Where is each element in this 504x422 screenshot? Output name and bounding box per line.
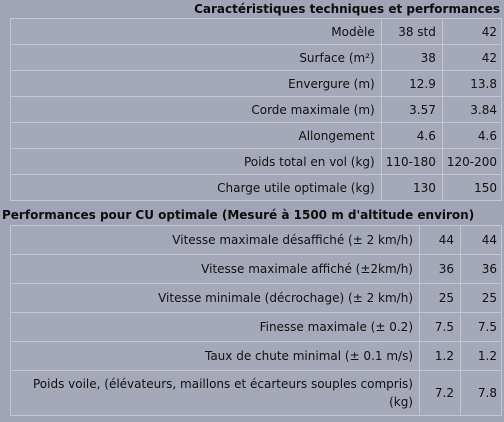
value-42: 36 [460,254,502,284]
row-label: Vitesse minimale (décrochage) (± 2 km/h) [10,283,420,313]
spec-row: Corde maximale (m) 3.57 3.84 [10,96,503,123]
value-38: 1.2 [419,341,461,371]
value-38: 44 [419,225,461,255]
specs-table: Modèle 38 std 42 Surface (m²) 38 42 Envergure … [10,18,503,201]
performance-row: Poids voile, (élévateurs, maillons et éc… [10,370,502,416]
value-38: 7.2 [419,370,461,416]
value-42: 120-200 [441,148,503,175]
value-42: 13.8 [441,70,503,97]
value-38: 12.9 [380,70,443,97]
performance-row: Vitesse maximale désaffiché (± 2 km/h) 44… [10,225,502,255]
section-title-performance: Performances pour CU optimale (Mesuré à … [0,201,504,225]
value-38: 38 std [380,18,443,45]
value-38: 110-180 [380,148,443,175]
value-42: 42 [441,44,503,71]
row-label: Allongement [10,122,382,149]
value-42: 7.5 [460,312,502,342]
value-38: 3.57 [380,96,443,123]
value-42: 44 [460,225,502,255]
section-title-specs: Caractéristiques techniques et performan… [0,0,504,18]
row-label: Modèle [10,18,382,45]
performance-row: Vitesse maximale affiché (±2km/h) 36 36 [10,254,502,284]
row-label: Poids voile, (élévateurs, maillons et éc… [10,370,420,416]
value-38: 130 [380,174,443,201]
spec-row: Poids total en vol (kg) 110-180 120-200 [10,148,503,175]
row-label: Poids total en vol (kg) [10,148,382,175]
value-42: 3.84 [441,96,503,123]
row-label: Surface (m²) [10,44,382,71]
spec-row: Charge utile optimale (kg) 130 150 [10,174,503,201]
value-38: 7.5 [419,312,461,342]
row-label: Taux de chute minimal (± 0.1 m/s) [10,341,420,371]
value-38: 4.6 [380,122,443,149]
spec-row: Envergure (m) 12.9 13.8 [10,70,503,97]
value-42: 4.6 [441,122,503,149]
row-label: Vitesse maximale désaffiché (± 2 km/h) [10,225,420,255]
value-38: 36 [419,254,461,284]
performance-row: Finesse maximale (± 0.2) 7.5 7.5 [10,312,502,342]
value-38: 25 [419,283,461,313]
value-38: 38 [380,44,443,71]
value-42: 7.8 [460,370,502,416]
value-42: 150 [441,174,503,201]
performance-table: Vitesse maximale désaffiché (± 2 km/h) 44… [10,225,502,416]
value-42: 25 [460,283,502,313]
spec-row: Modèle 38 std 42 [10,18,503,45]
spec-row: Allongement 4.6 4.6 [10,122,503,149]
performance-row: Taux de chute minimal (± 0.1 m/s) 1.2 1.2 [10,341,502,371]
value-42: 42 [441,18,503,45]
value-42: 1.2 [460,341,502,371]
spec-row: Surface (m²) 38 42 [10,44,503,71]
row-label: Envergure (m) [10,70,382,97]
row-label: Charge utile optimale (kg) [10,174,382,201]
row-label: Vitesse maximale affiché (±2km/h) [10,254,420,284]
row-label: Finesse maximale (± 0.2) [10,312,420,342]
performance-row: Vitesse minimale (décrochage) (± 2 km/h)… [10,283,502,313]
row-label: Corde maximale (m) [10,96,382,123]
